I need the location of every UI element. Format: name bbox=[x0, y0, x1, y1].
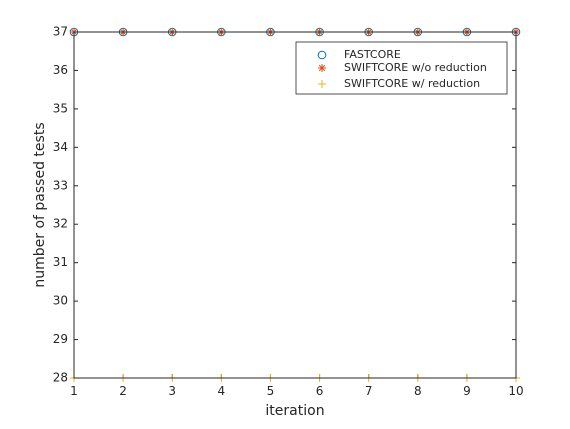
legend-symbol-series-1 bbox=[318, 64, 326, 72]
y-tick-label: 33 bbox=[53, 178, 68, 192]
y-tick-label: 31 bbox=[53, 255, 68, 269]
x-tick-label: 1 bbox=[70, 384, 78, 398]
x-tick-label: 2 bbox=[119, 384, 127, 398]
x-tick-label: 6 bbox=[316, 384, 324, 398]
y-tick-label: 34 bbox=[53, 140, 68, 154]
x-tick-label: 8 bbox=[414, 384, 422, 398]
y-tick-label: 28 bbox=[53, 371, 68, 385]
x-axis-label: iteration bbox=[265, 403, 324, 419]
legend-symbols bbox=[317, 50, 327, 88]
y-tick-label: 35 bbox=[53, 101, 68, 115]
legend-label-fastcore: FASTCORE bbox=[344, 48, 401, 61]
x-tick-label: 7 bbox=[365, 384, 373, 398]
y-tick-label: 37 bbox=[53, 25, 68, 39]
y-axis-label: number of passed tests bbox=[32, 122, 48, 287]
legend-label-swiftcore-without-reduction: SWIFTCORE w/o reduction bbox=[344, 61, 487, 74]
x-tick-label: 4 bbox=[218, 384, 226, 398]
legend-symbol-series-0 bbox=[317, 50, 327, 60]
legend-label-swiftcore-with-reduction: SWIFTCORE w/ reduction bbox=[344, 77, 480, 90]
y-tick-label: 32 bbox=[53, 217, 68, 231]
plot-frame bbox=[73, 31, 517, 379]
y-tick-label: 29 bbox=[53, 332, 68, 346]
x-tick-label: 3 bbox=[168, 384, 176, 398]
x-tick-label: 5 bbox=[267, 384, 275, 398]
x-tick-label: 9 bbox=[463, 384, 471, 398]
legend-symbol-series-2 bbox=[318, 80, 326, 88]
y-tick-label: 36 bbox=[53, 63, 68, 77]
legend: FASTCORE SWIFTCORE w/o reduction SWIFTCO… bbox=[295, 41, 508, 95]
x-tick-label: 10 bbox=[508, 384, 523, 398]
legend-box bbox=[295, 41, 508, 95]
y-tick-label: 30 bbox=[53, 294, 68, 308]
